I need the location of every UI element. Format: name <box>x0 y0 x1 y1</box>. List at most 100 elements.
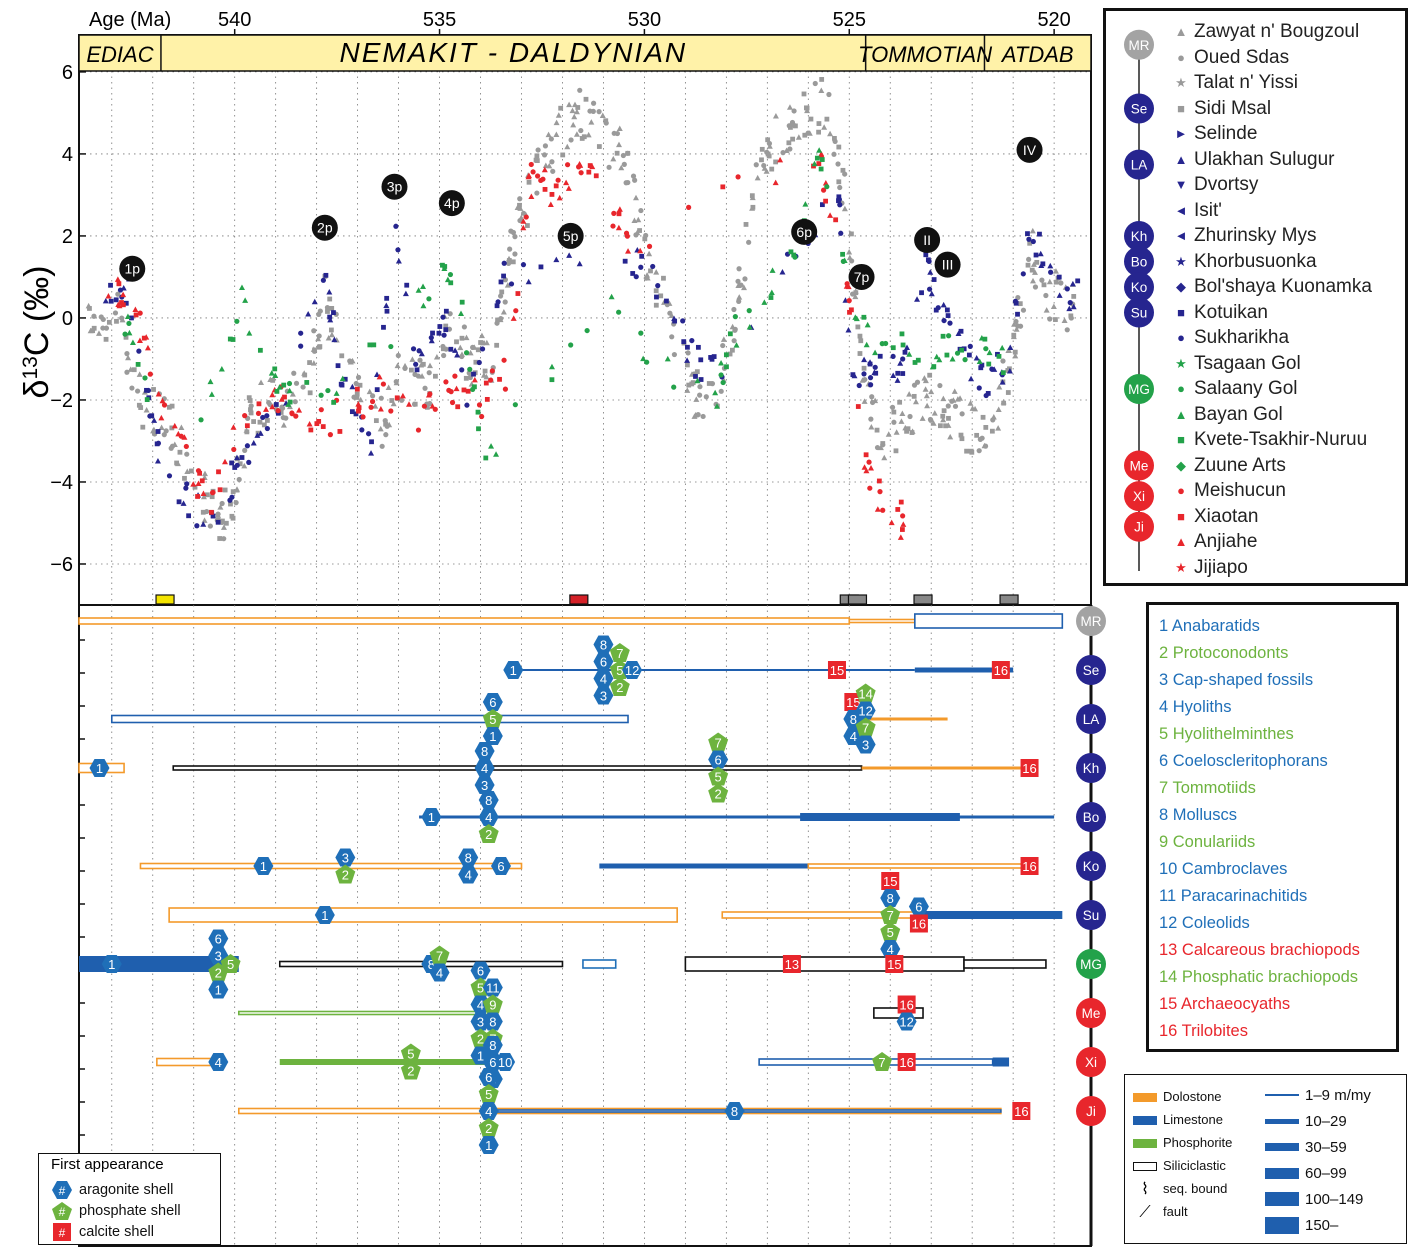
data-point <box>251 419 257 424</box>
data-point <box>129 385 135 391</box>
data-point <box>640 355 647 362</box>
site-name: Kvete-Tsakhir-Nuruu <box>1194 429 1368 450</box>
data-point <box>700 413 706 420</box>
data-point <box>377 406 384 412</box>
data-point <box>945 403 951 409</box>
data-point <box>221 458 228 465</box>
site-symbol: ● <box>1177 381 1185 396</box>
site-legend-entry: ■ Kotuikan <box>1177 301 1268 325</box>
data-point <box>808 116 814 122</box>
data-point <box>512 402 518 408</box>
data-point <box>222 487 228 493</box>
data-point <box>824 184 830 190</box>
data-point <box>393 223 399 229</box>
data-point <box>964 448 969 454</box>
fossil-first-appearance-marker <box>429 963 450 982</box>
data-point <box>425 391 432 398</box>
data-point <box>566 252 573 258</box>
data-point <box>689 337 695 344</box>
data-point <box>368 450 375 456</box>
fossil-first-appearance-marker <box>880 905 901 924</box>
data-point <box>142 375 148 381</box>
data-point <box>919 290 924 296</box>
data-point <box>1005 390 1011 395</box>
data-point <box>545 131 552 138</box>
fossil-number: 1 <box>321 908 328 923</box>
data-point <box>999 344 1006 351</box>
data-point <box>368 404 374 410</box>
data-point <box>404 282 410 288</box>
data-point <box>155 391 162 397</box>
data-point <box>922 386 929 392</box>
data-point <box>122 331 128 337</box>
data-point <box>393 379 399 385</box>
data-point <box>207 523 213 529</box>
data-point <box>588 119 595 125</box>
data-point <box>440 314 446 320</box>
data-point <box>749 205 756 211</box>
data-point <box>502 299 508 305</box>
data-point <box>624 233 630 239</box>
fossil-number: 16 <box>994 663 1008 678</box>
data-point <box>703 394 709 400</box>
x-tick-label: 520 <box>1037 9 1070 31</box>
data-point <box>769 166 775 172</box>
data-point <box>769 267 776 273</box>
data-point <box>686 382 692 388</box>
data-point <box>221 536 227 542</box>
data-point <box>376 373 383 380</box>
data-point <box>374 387 380 393</box>
data-point <box>646 250 653 257</box>
data-point <box>644 275 651 281</box>
peak-marker <box>381 173 408 200</box>
data-point <box>441 352 447 359</box>
data-point <box>228 501 233 507</box>
site-symbol: ■ <box>1177 304 1185 320</box>
data-point <box>772 179 779 186</box>
site-legend-entry: ◆ Zuune Arts <box>1176 454 1286 478</box>
data-point <box>861 398 868 404</box>
data-point <box>136 348 142 354</box>
data-point <box>620 152 626 159</box>
site-symbol: ★ <box>1175 355 1187 371</box>
data-point <box>566 101 573 108</box>
column-segment <box>914 613 1064 629</box>
data-point <box>1053 317 1058 322</box>
fossil-first-appearance-marker <box>885 955 904 973</box>
data-point <box>308 427 314 433</box>
data-point <box>463 334 470 341</box>
accumulation-rate-label: 1–9 m/my <box>1305 1087 1371 1104</box>
data-point <box>168 445 174 451</box>
data-point <box>269 403 276 410</box>
data-point <box>819 202 825 208</box>
data-point <box>463 375 469 381</box>
data-point <box>354 386 360 392</box>
y-axis-ticks: −6 −4 −2 0 2 4 6 <box>50 62 86 576</box>
peak-marker <box>1016 136 1043 163</box>
column-segment <box>139 862 523 870</box>
data-point <box>480 372 487 378</box>
data-point <box>852 293 859 300</box>
data-point <box>370 393 376 399</box>
data-point <box>955 330 962 336</box>
data-point <box>443 323 449 329</box>
data-point <box>304 380 310 385</box>
data-point <box>788 125 793 130</box>
column-segment <box>800 813 960 821</box>
region-badge-circle <box>1124 221 1154 251</box>
column-segment <box>582 959 617 969</box>
data-point <box>625 179 631 186</box>
data-point <box>256 401 262 407</box>
data-point <box>229 460 235 466</box>
x-tick-label: 535 <box>423 9 456 31</box>
site-symbol: ▲ <box>1174 534 1188 549</box>
fossil-number: 1 <box>477 1049 484 1064</box>
data-point <box>293 413 299 419</box>
data-point <box>632 177 638 183</box>
data-point <box>832 138 838 145</box>
data-point <box>614 130 621 137</box>
fossil-first-appearance-marker <box>896 1012 917 1031</box>
peak-label: II <box>923 232 931 248</box>
